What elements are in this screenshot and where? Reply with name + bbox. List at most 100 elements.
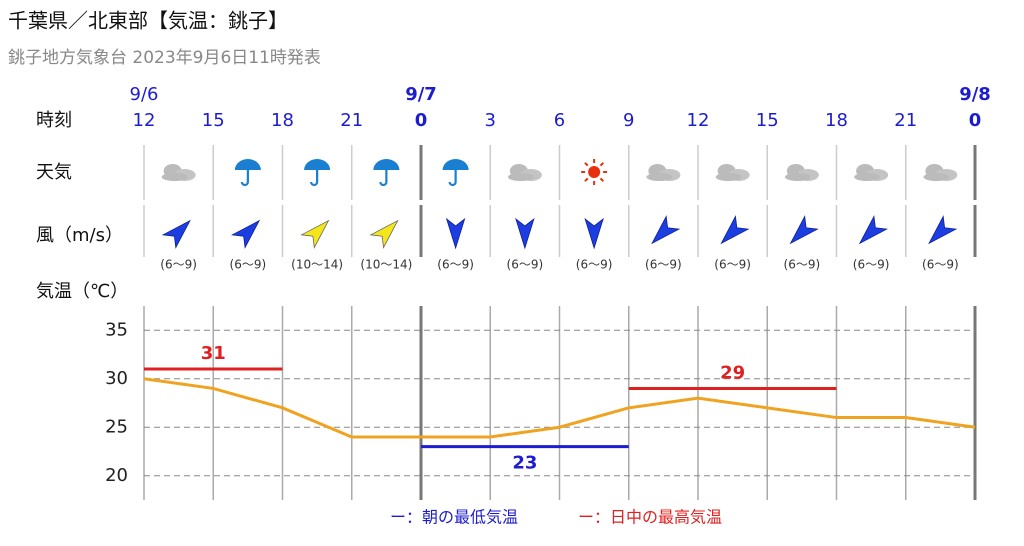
arrow-shape: [651, 215, 681, 245]
wind-speed: (6～9): [160, 258, 197, 272]
weather-icon: [234, 159, 261, 187]
wind-speed: (6～9): [784, 258, 821, 272]
hour-label: 21: [894, 110, 917, 131]
weather-icon: [854, 164, 889, 181]
hour-label: 12: [133, 110, 156, 131]
wind-arrow: [720, 215, 750, 245]
y-tick-label: 20: [105, 465, 128, 486]
umbrella: [442, 159, 469, 170]
sun: [588, 166, 601, 178]
hour-label: 12: [687, 110, 710, 131]
weather-icon: [507, 164, 542, 181]
weather-icon: [442, 159, 469, 187]
weather-icon: [646, 164, 681, 181]
wind-arrow: [445, 217, 466, 250]
umbrella-handle: [448, 170, 457, 187]
sun-ray: [599, 162, 605, 167]
wind-arrow: [651, 215, 681, 245]
hour-label: 3: [485, 110, 496, 131]
cloud-part: [854, 173, 881, 181]
wind-speed: (6～9): [507, 258, 544, 272]
weather-icon: [581, 159, 608, 185]
umbrella: [234, 159, 261, 170]
arrow-shape: [231, 219, 261, 249]
value-label: 31: [201, 343, 226, 364]
wind-speed: (6～9): [853, 258, 890, 272]
wind-arrow: [928, 215, 958, 245]
hour-label: 15: [202, 110, 225, 131]
wind-arrow: [300, 219, 330, 249]
wind-speed: (6～9): [576, 258, 613, 272]
umbrella-handle: [310, 170, 319, 187]
hour-label: 6: [554, 110, 565, 131]
arrow-shape: [161, 219, 191, 249]
cloud-part: [715, 173, 742, 181]
wind-speed: (6～9): [437, 258, 474, 272]
y-tick-label: 25: [105, 416, 128, 437]
hour-label: 0: [415, 110, 428, 131]
cloud-part: [161, 173, 188, 181]
row-label: 天気: [36, 162, 72, 183]
hour-label: 9: [623, 110, 634, 131]
cloud-part: [784, 173, 811, 181]
wind-arrow: [858, 215, 888, 245]
temperature-line: [143, 377, 976, 439]
hour-label: 18: [271, 110, 294, 131]
weather-icon: [715, 164, 750, 181]
arrow-shape: [584, 217, 604, 250]
cloud-part: [923, 173, 950, 181]
y-tick-label: 35: [105, 319, 128, 340]
date-label: 9/8: [959, 84, 991, 105]
wind-arrow: [161, 219, 191, 249]
chart-subtitle: 銚子地方気象台 2023年9月6日11時発表: [8, 48, 321, 68]
legend-entry: ー：日中の最高気温: [578, 508, 722, 527]
umbrella-handle: [240, 170, 249, 187]
legend-entry: ー：朝の最低気温: [390, 508, 518, 527]
value-label: 29: [720, 362, 745, 383]
date-label: 9/6: [130, 84, 159, 105]
value-label: 23: [512, 453, 537, 474]
wind-arrow: [369, 219, 399, 249]
cloud-part: [646, 173, 673, 181]
weather-icon: [373, 159, 400, 187]
row-label: 時刻: [36, 110, 72, 131]
hour-label: 15: [756, 110, 779, 131]
wind-speed: (10～14): [291, 258, 343, 272]
arrow-shape: [515, 217, 535, 250]
sun-ray: [599, 177, 605, 182]
sun-ray: [584, 177, 589, 182]
arrow-shape: [369, 219, 399, 249]
wind-speed: (10～14): [360, 258, 412, 272]
wind-arrow: [231, 219, 261, 249]
wind-arrow: [789, 215, 819, 245]
hour-label: 18: [825, 110, 848, 131]
y-tick-label: 30: [105, 368, 128, 389]
arrow-shape: [300, 219, 330, 249]
weather-icon: [161, 164, 196, 181]
arrow-shape: [720, 215, 750, 245]
cloud-part: [507, 173, 534, 181]
hour-label: 0: [969, 110, 982, 131]
weather-icon: [304, 159, 331, 187]
hour-label: 21: [340, 110, 363, 131]
wind-speed: (6～9): [230, 258, 267, 272]
arrow-shape: [858, 215, 888, 245]
sun-ray: [584, 162, 589, 167]
wind-arrow: [584, 217, 604, 250]
arrow-shape: [789, 215, 819, 245]
arrow-shape: [445, 217, 466, 250]
wind-speed: (6～9): [714, 258, 751, 272]
arrow-shape: [928, 215, 958, 245]
umbrella: [304, 159, 331, 170]
row-label: 気温（℃）: [36, 281, 128, 302]
range-line: [144, 367, 837, 390]
umbrella-handle: [379, 170, 388, 187]
umbrella: [373, 159, 400, 170]
weather-icon: [923, 164, 958, 181]
date-label: 9/7: [405, 84, 437, 105]
wind-speed: (6～9): [922, 258, 959, 272]
wind-speed: (6～9): [645, 258, 682, 272]
weather-icon: [784, 164, 819, 181]
chart-title: 千葉県／北東部【気温：銚子】: [8, 9, 288, 33]
